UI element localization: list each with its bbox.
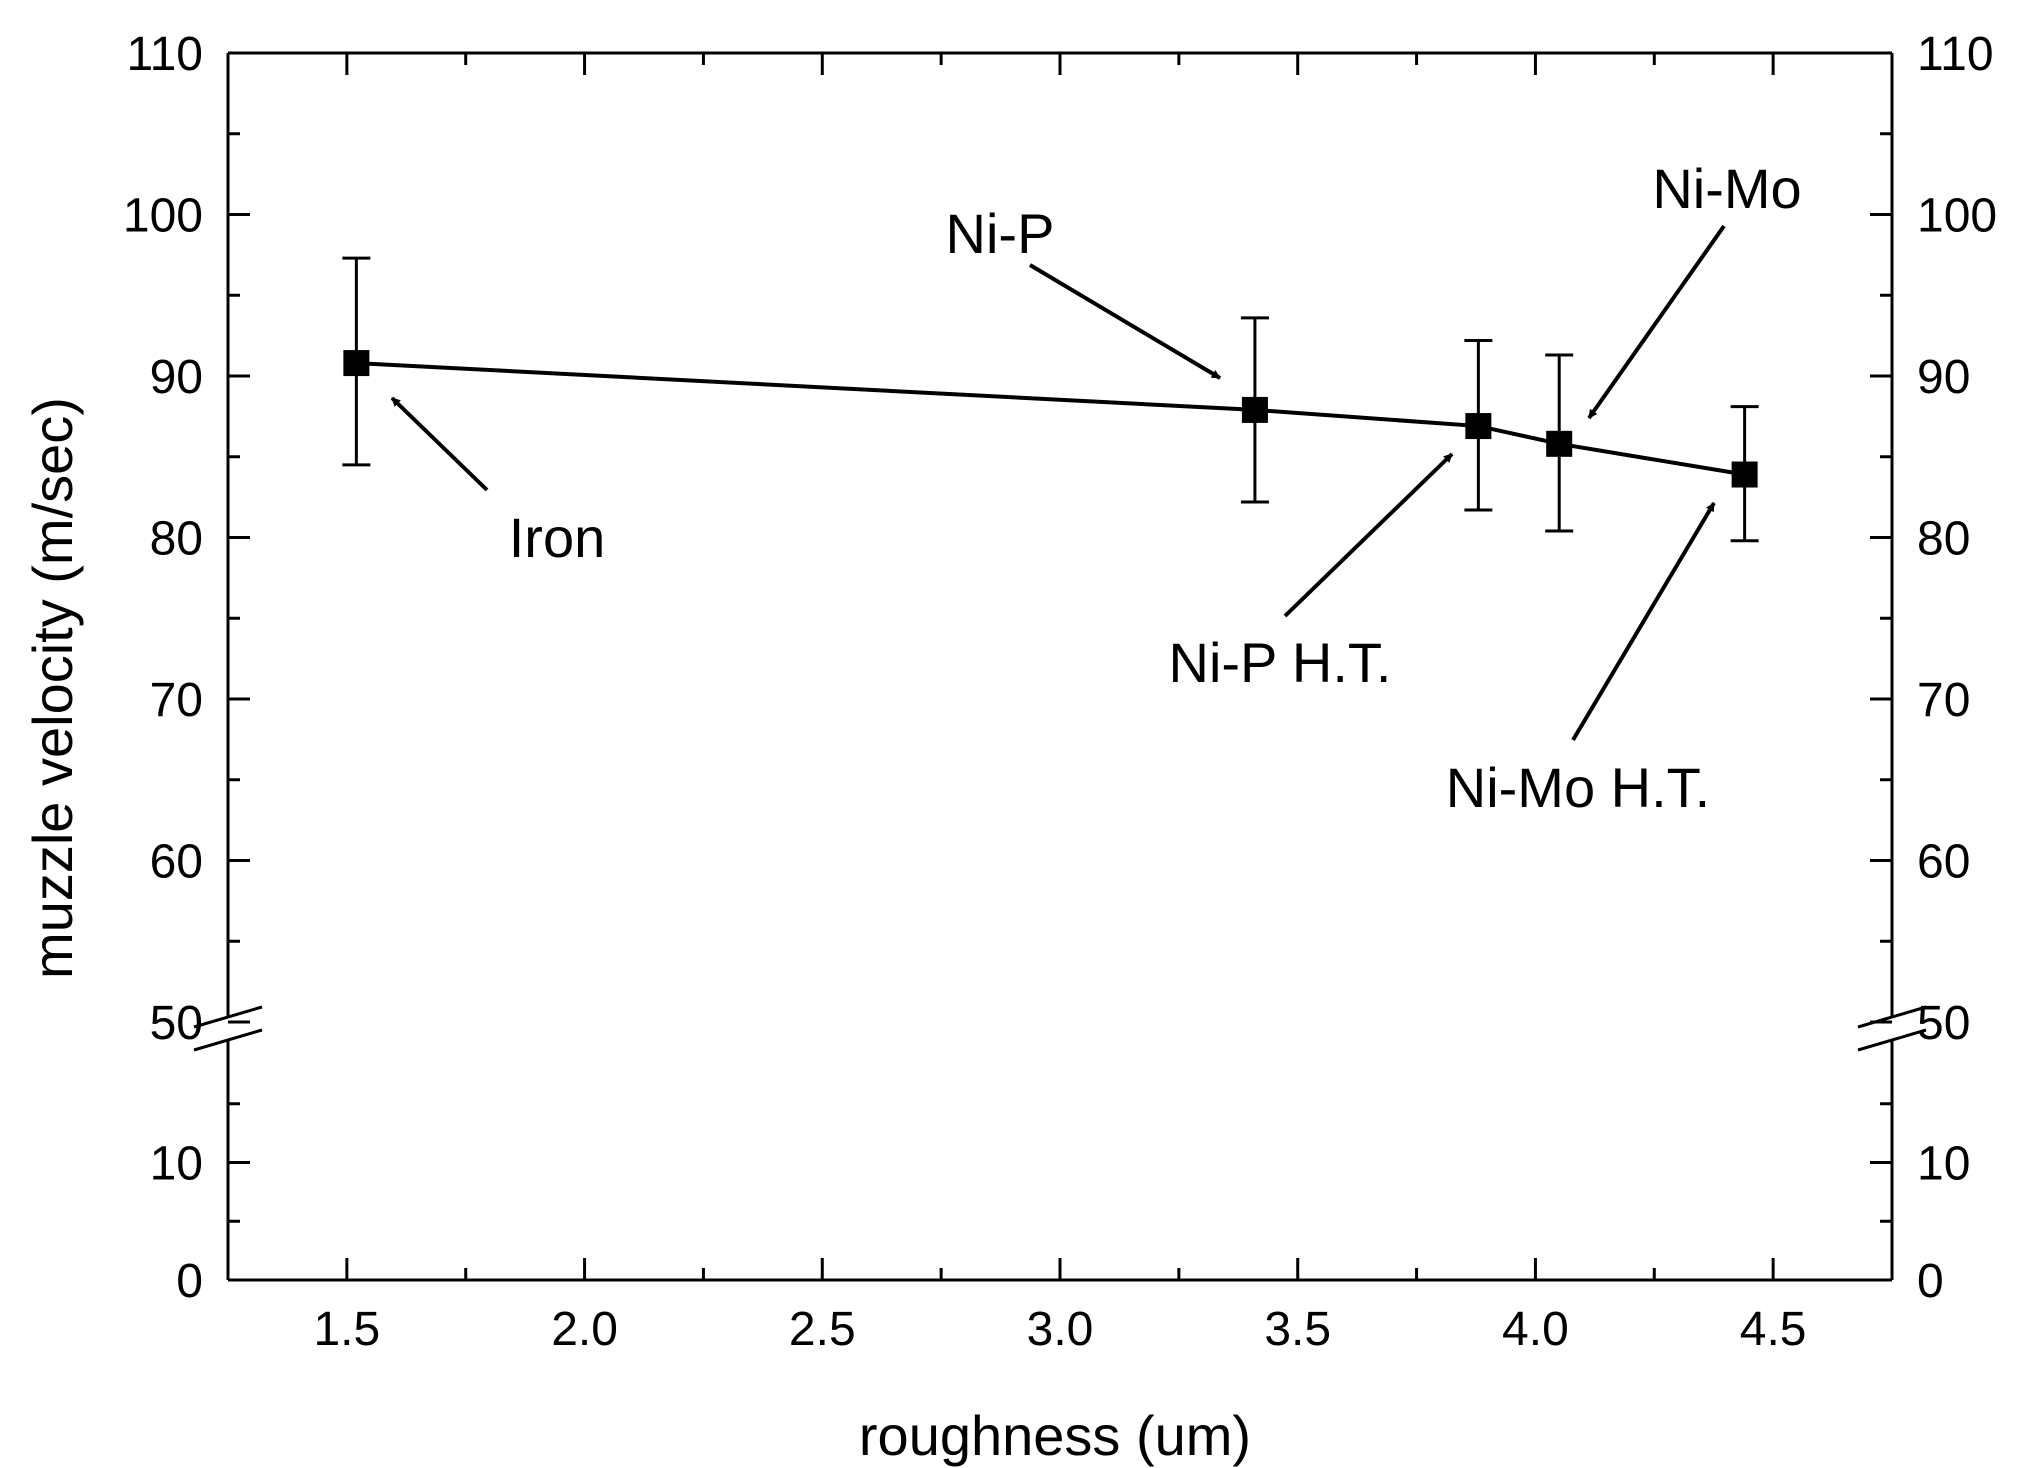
y-axis-break-mark (193, 1005, 263, 1052)
break-slash (1857, 1028, 1927, 1052)
data-point (1240, 316, 1269, 504)
annotation: Ni-P (946, 202, 1222, 380)
y-tick-label-left: 90 (150, 351, 203, 404)
x-tick-label: 3.0 (1027, 1303, 1094, 1356)
series-line (356, 361, 1745, 477)
y-tick-label-left: 0 (176, 1255, 203, 1308)
data-point (1730, 405, 1759, 543)
annotation-arrow (1587, 224, 1726, 420)
data-series (342, 256, 1759, 543)
x-tick-label: 3.5 (1264, 1303, 1331, 1356)
right-axis-break-mark (1857, 1005, 1927, 1052)
y-tick-label-left: 60 (150, 836, 203, 889)
data-point (1464, 338, 1493, 512)
annotation-arrow (1283, 452, 1454, 618)
x-axis-title: roughness (um) (859, 1404, 1251, 1467)
y-tick-label-right: 100 (1917, 190, 1997, 243)
x-tick-label: 2.5 (789, 1303, 856, 1356)
x-tick-label: 4.5 (1740, 1303, 1807, 1356)
y-tick-label-right: 60 (1917, 836, 1970, 889)
annotation: Iron (390, 396, 606, 569)
annotation-label: Ni-Mo H.T. (1446, 756, 1710, 819)
y-tick-label-left: 100 (123, 190, 203, 243)
y-tick-label-right: 0 (1917, 1255, 1944, 1308)
y-tick-label-right: 10 (1917, 1138, 1970, 1191)
y-tick-label-left: 10 (150, 1138, 203, 1191)
annotation-arrow (1028, 263, 1222, 380)
y-tick-label-right: 50 (1917, 997, 1970, 1050)
y-tick-label-left: 80 (150, 513, 203, 566)
data-point (1545, 353, 1574, 533)
annotation-label: Ni-P H.T. (1169, 631, 1392, 694)
tick-marks (226, 51, 1894, 1282)
break-slash (193, 1005, 263, 1029)
x-tick-label: 4.0 (1502, 1303, 1569, 1356)
y-tick-label-left: 50 (150, 997, 203, 1050)
annotation: Ni-Mo H.T. (1446, 501, 1716, 819)
y-tick-label-right: 90 (1917, 351, 1970, 404)
annotation-arrow (390, 396, 489, 492)
data-marker (1546, 430, 1573, 457)
x-tick-label: 2.0 (551, 1303, 618, 1356)
y-tick-label-right: 80 (1917, 513, 1970, 566)
annotation-label: Iron (509, 506, 606, 569)
data-point (342, 256, 371, 467)
x-tick-label: 1.5 (313, 1303, 380, 1356)
break-slash (193, 1028, 263, 1052)
y-tick-label-right: 110 (1917, 28, 1994, 81)
data-marker (1241, 396, 1268, 423)
y-tick-label-left: 110 (126, 28, 203, 81)
data-marker (343, 350, 370, 377)
annotation-arrow (1571, 501, 1716, 742)
y-tick-label-left: 70 (150, 674, 203, 727)
data-marker (1465, 413, 1492, 440)
annotation-label: Ni-P (946, 202, 1055, 265)
tick-labels: 1.5 2.0 2.5 3.0 3.5 4.0 4.5 0 0 10 10 50 50 60 60 70 70 8… (123, 28, 1997, 1356)
plot-frame (193, 51, 1927, 1282)
annotations: Iron Ni-P Ni-P H.T. Ni-Mo Ni-Mo H.T. (390, 157, 1802, 819)
y-axis-title: muzzle velocity (m/sec) (21, 397, 84, 979)
annotation-label: Ni-Mo (1652, 157, 1801, 220)
break-slash (1857, 1005, 1927, 1029)
annotation: Ni-P H.T. (1169, 452, 1454, 694)
data-marker (1731, 461, 1758, 488)
y-tick-label-right: 70 (1917, 674, 1970, 727)
annotation: Ni-Mo (1587, 157, 1802, 420)
